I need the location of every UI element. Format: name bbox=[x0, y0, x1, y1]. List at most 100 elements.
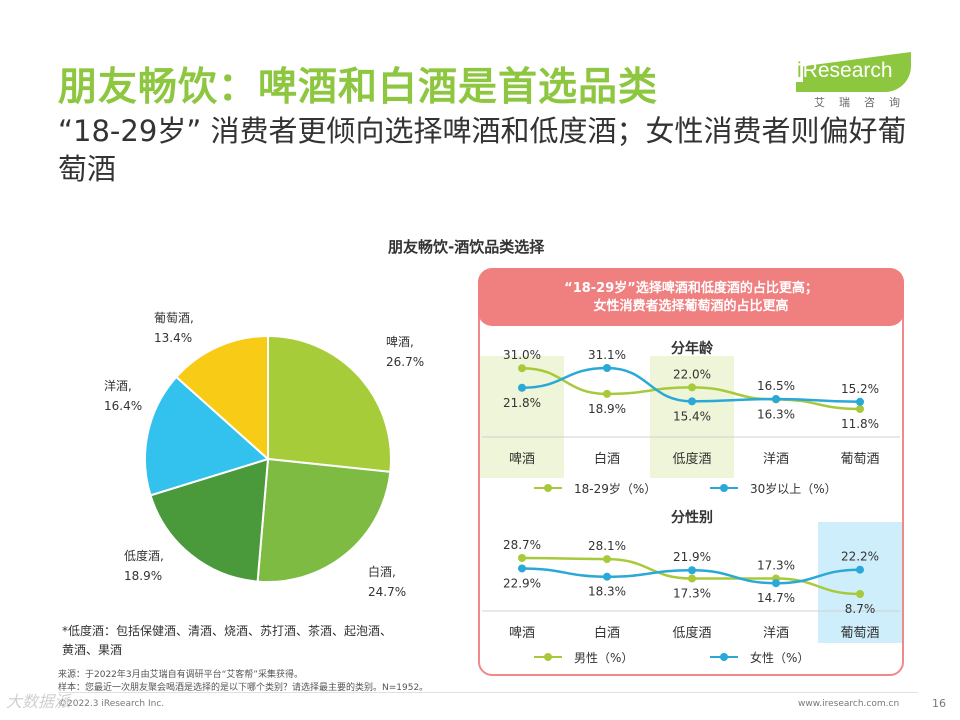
logo-i-letter: i bbox=[796, 59, 803, 82]
gender-chart-category-baijiu: 白酒 bbox=[594, 625, 620, 641]
age-chart-series-b-point-yangjiu bbox=[772, 395, 780, 404]
gender-chart-series-b-label-lowabv: 21.9% bbox=[673, 550, 711, 564]
banner-line1: “18-29岁”选择啤酒和低度酒的占比更高； bbox=[564, 281, 818, 296]
gender-chart-series-a-point-lowabv bbox=[688, 574, 696, 583]
pie-label-lowabv: 低度酒, 18.9% bbox=[124, 546, 164, 586]
gender-chart-series-a-point-beer bbox=[518, 554, 526, 562]
pie-label-beer-name: 啤酒, bbox=[386, 335, 414, 349]
footer-divider bbox=[58, 692, 918, 693]
pie-label-yangjiu-value: 16.4% bbox=[104, 399, 143, 413]
pie-label-baijiu: 白酒, 24.7% bbox=[368, 562, 406, 602]
pie-label-baijiu-value: 24.7% bbox=[368, 585, 407, 599]
age-chart-series-a-point-baijiu bbox=[603, 389, 611, 398]
age-chart-series-a-label-baijiu: 18.9% bbox=[588, 402, 626, 416]
gender-chart-title: 分性别 bbox=[671, 509, 713, 526]
insight-banner: “18-29岁”选择啤酒和低度酒的占比更高； 女性消费者选择葡萄酒的占比更高 bbox=[478, 268, 904, 326]
iresearch-logo: iResearch 艾瑞咨询 bbox=[796, 52, 916, 112]
age-chart-series-b-point-beer bbox=[518, 383, 526, 392]
gender-chart-legend-series-b-label: 女性（%） bbox=[750, 650, 809, 665]
age-chart-highlight-beer bbox=[480, 356, 564, 478]
gender-chart-series-b-point-baijiu bbox=[603, 572, 611, 581]
gender-chart-highlight-wine bbox=[818, 522, 902, 643]
gender-chart-series-a-label-baijiu: 28.1% bbox=[588, 539, 626, 553]
logo-cn: 艾瑞咨询 bbox=[814, 96, 914, 109]
gender-chart-legend-series-a-marker bbox=[544, 653, 552, 661]
age-chart-series-a-point-wine bbox=[856, 405, 864, 413]
age-chart-legend-series-b-label: 30岁以上（%） bbox=[750, 481, 837, 496]
gender-chart-legend-series-b-marker bbox=[720, 653, 728, 661]
age-chart-legend-series-a-marker bbox=[544, 484, 552, 492]
gender-chart-category-beer: 啤酒 bbox=[509, 626, 535, 641]
pie-label-lowabv-name: 低度酒, bbox=[124, 549, 164, 563]
page-number: 16 bbox=[932, 697, 946, 710]
age-chart-category-beer: 啤酒 bbox=[509, 452, 535, 467]
gender-chart-series-b-label-yangjiu: 14.7% bbox=[757, 591, 795, 605]
gender-chart-series-a-label-beer: 28.7% bbox=[503, 538, 541, 552]
watermark: 大数据派 bbox=[6, 692, 71, 711]
gender-chart-category-lowabv: 低度酒 bbox=[672, 625, 711, 641]
source-line2: 样本：您最近一次朋友聚会喝酒是选择的是以下哪个类别？请选择最主要的类别。N=19… bbox=[58, 683, 429, 693]
gender-chart-series-b-point-yangjiu bbox=[772, 579, 780, 588]
age-chart-category-baijiu: 白酒 bbox=[594, 451, 620, 467]
age-chart-series-a-point-lowabv bbox=[688, 383, 696, 392]
pie-label-lowabv-value: 18.9% bbox=[124, 569, 163, 583]
pie-slice-wine bbox=[174, 334, 269, 462]
banner-line2: 女性消费者选择葡萄酒的占比更高 bbox=[593, 299, 789, 314]
pie-label-yangjiu: 洋酒, 16.4% bbox=[104, 376, 142, 416]
age-chart-series-b-label-lowabv: 15.4% bbox=[673, 409, 711, 423]
gender-chart-series-b-point-wine bbox=[856, 565, 864, 574]
age-chart-series-b-point-lowabv bbox=[688, 397, 696, 406]
pie-label-yangjiu-name: 洋酒, bbox=[104, 379, 132, 393]
gender-chart-series-b-point-lowabv bbox=[688, 566, 696, 575]
age-chart-series-a-label-lowabv: 22.0% bbox=[673, 367, 711, 381]
gender-chart-series-b-label-baijiu: 18.3% bbox=[588, 585, 626, 599]
gender-chart-series-b-label-wine: 22.2% bbox=[841, 550, 879, 564]
gender-chart-series-a-point-baijiu bbox=[603, 555, 611, 564]
age-chart-series-b-label-wine: 15.2% bbox=[841, 382, 879, 396]
pie-slice-baijiu bbox=[256, 457, 392, 583]
source-note: 来源：于2022年3月由艾瑞自有调研平台“艾客帮”采集获得。 样本：您最近一次朋… bbox=[58, 669, 428, 695]
age-chart-title: 分年龄 bbox=[671, 340, 714, 357]
age-chart-legend-series-b-marker bbox=[720, 484, 728, 492]
pie-slice-beer bbox=[267, 334, 392, 474]
age-chart-series-b-point-baijiu bbox=[603, 364, 611, 372]
page-subtitle: “18-29岁” 消费者更倾向选择啤酒和低度酒；女性消费者则偏好葡萄酒 bbox=[58, 114, 907, 186]
age-chart-category-yangjiu: 洋酒 bbox=[763, 452, 789, 467]
age-chart-series-a-point-beer bbox=[518, 364, 526, 373]
age-chart-series-a-label-wine: 11.8% bbox=[841, 417, 879, 431]
age-chart-legend-series-a-label: 18-29岁（%） bbox=[574, 481, 656, 496]
gender-chart-series-a-label-lowabv: 17.3% bbox=[673, 587, 711, 601]
page-title: 朋友畅饮：啤酒和白酒是首选品类 bbox=[58, 65, 659, 110]
age-chart-series-b-label-yangjiu: 16.5% bbox=[757, 379, 795, 393]
age-chart-category-lowabv: 低度酒 bbox=[672, 451, 711, 467]
pie-label-beer: 啤酒, 26.7% bbox=[386, 332, 424, 372]
gender-chart-series-b-label-beer: 22.9% bbox=[503, 576, 541, 590]
gender-chart-series-a-point-wine bbox=[856, 590, 864, 598]
pie-label-wine-value: 13.4% bbox=[154, 331, 193, 345]
gender-chart-series-a-label-yangjiu: 17.3% bbox=[757, 559, 795, 573]
gender-chart-category-wine: 葡萄酒 bbox=[840, 626, 879, 641]
age-chart-series-b-label-beer: 21.8% bbox=[503, 396, 541, 410]
gender-chart-legend-series-a-label: 男性（%） bbox=[574, 651, 633, 665]
note-lowabv: *低度酒：包括保健酒、清酒、烧酒、苏打酒、茶酒、起泡酒、黄酒、果酒 bbox=[62, 624, 393, 657]
source-line1: 来源：于2022年3月由艾瑞自有调研平台“艾客帮”采集获得。 bbox=[58, 670, 303, 680]
age-chart-category-wine: 葡萄酒 bbox=[840, 452, 879, 467]
pie-label-wine-name: 葡萄酒, bbox=[154, 311, 194, 325]
age-chart-series-a-label-yangjiu: 16.3% bbox=[757, 407, 795, 421]
pie-label-beer-value: 26.7% bbox=[386, 355, 425, 369]
gender-chart-series-a-label-wine: 8.7% bbox=[845, 602, 876, 616]
logo-word-text: Research bbox=[802, 59, 893, 82]
age-chart-series-b-point-wine bbox=[856, 397, 864, 406]
age-chart-series-a-label-beer: 31.0% bbox=[503, 348, 541, 362]
chart-title: 朋友畅饮-酒饮品类选择 bbox=[388, 238, 545, 256]
footer-url: www.iresearch.com.cn bbox=[798, 699, 900, 709]
footer-copyright: ©2022.3 iResearch Inc. bbox=[58, 699, 165, 709]
age-chart-series-b-label-baijiu: 31.1% bbox=[588, 348, 626, 362]
pie-label-baijiu-name: 白酒, bbox=[368, 565, 396, 579]
age-chart-highlight-lowabv bbox=[650, 356, 734, 478]
gender-chart-series-b-point-beer bbox=[518, 564, 526, 573]
pie-slice-lowabv bbox=[149, 457, 270, 583]
pie-label-wine: 葡萄酒, 13.4% bbox=[154, 308, 194, 348]
